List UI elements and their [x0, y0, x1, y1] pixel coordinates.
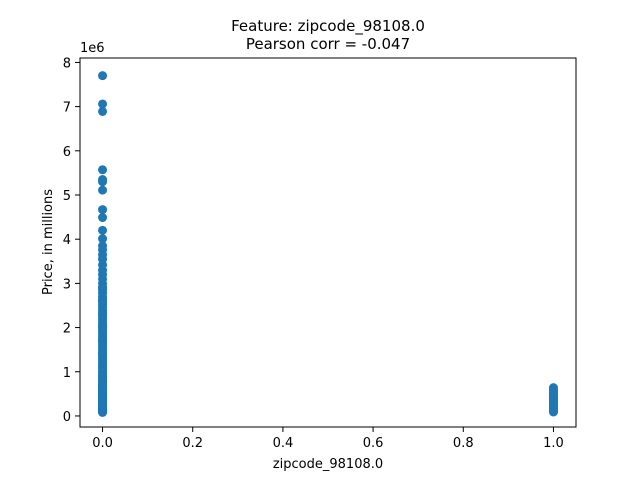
chart-title: Feature: zipcode_98108.0	[231, 17, 425, 36]
y-offset-label: 1e6	[80, 41, 105, 56]
x-tick-label: 1.0	[543, 436, 564, 451]
data-point	[98, 165, 108, 175]
plot-frame	[79, 57, 577, 428]
data-point	[98, 309, 108, 319]
x-tick-label: 0.4	[273, 436, 294, 451]
x-axis-label: zipcode_98108.0	[273, 457, 383, 472]
chart-subtitle: Pearson corr = -0.047	[246, 35, 410, 53]
x-tick-label: 0.6	[363, 436, 384, 451]
data-point	[98, 177, 108, 187]
y-axis: 0 1 2 3 4 5 6 7 8	[63, 56, 80, 425]
data-point	[98, 71, 108, 81]
data-point	[98, 225, 108, 235]
data-point	[98, 349, 108, 359]
data-point	[98, 99, 108, 109]
data-point	[548, 389, 558, 399]
data-point	[98, 213, 108, 223]
y-tick-label: 6	[63, 145, 71, 160]
data-point	[548, 407, 558, 417]
y-axis-label: Price, in millions	[41, 189, 56, 295]
data-point	[98, 205, 108, 215]
y-tick-label: 7	[63, 101, 71, 116]
y-tick-label: 1	[63, 366, 71, 381]
y-tick-label: 2	[63, 322, 71, 337]
data-point	[98, 362, 108, 372]
data-point	[98, 323, 108, 333]
data-point	[98, 106, 108, 116]
y-tick-label: 8	[63, 56, 71, 71]
x-tick-label: 0.2	[182, 436, 203, 451]
y-tick-label: 3	[63, 277, 71, 292]
data-point	[98, 296, 108, 306]
data-point	[98, 283, 108, 293]
y-tick-label: 0	[63, 410, 71, 425]
y-tick-label: 4	[63, 233, 71, 248]
data-point	[98, 380, 108, 390]
data-point	[98, 185, 108, 195]
y-tick-label: 5	[63, 189, 71, 204]
x-axis: 0.0 0.2 0.4 0.6 0.8 1.0	[92, 427, 564, 451]
data-points	[98, 71, 558, 417]
data-point	[98, 371, 108, 381]
x-tick-label: 0.0	[92, 436, 113, 451]
data-point	[98, 336, 108, 346]
data-point	[548, 399, 558, 409]
data-point	[98, 234, 108, 244]
x-tick-label: 0.8	[453, 436, 474, 451]
